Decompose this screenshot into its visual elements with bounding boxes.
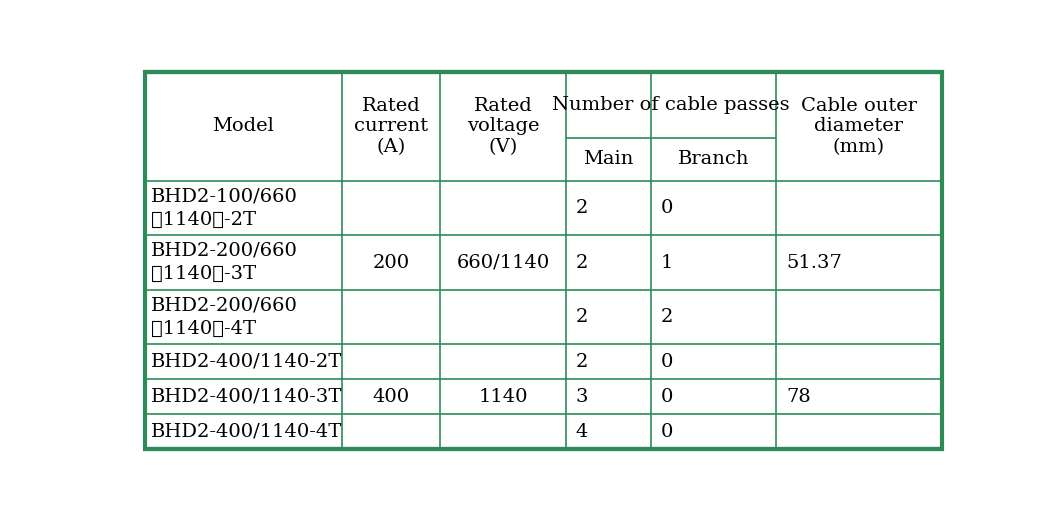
Text: BHD2-400/1140-2T: BHD2-400/1140-2T — [151, 353, 342, 371]
Text: Cable outer
diameter
(mm): Cable outer diameter (mm) — [801, 96, 917, 156]
Text: 1: 1 — [660, 253, 673, 271]
Text: 2: 2 — [660, 308, 673, 326]
Text: BHD2-400/1140-3T: BHD2-400/1140-3T — [151, 388, 342, 406]
Text: 660/1140: 660/1140 — [457, 253, 549, 271]
Text: Branch: Branch — [677, 150, 749, 168]
Text: 2: 2 — [576, 253, 588, 271]
Text: BHD2-200/660
（1140）-3T: BHD2-200/660 （1140）-3T — [151, 241, 298, 283]
Text: 400: 400 — [372, 388, 409, 406]
Text: Number of cable passes: Number of cable passes — [552, 96, 790, 114]
Text: 2: 2 — [576, 199, 588, 217]
Text: Rated
current
(A): Rated current (A) — [354, 96, 428, 156]
Text: 0: 0 — [660, 423, 673, 441]
Text: 1140: 1140 — [478, 388, 528, 406]
Text: 4: 4 — [576, 423, 588, 441]
Text: Rated
voltage
(V): Rated voltage (V) — [466, 96, 540, 156]
Text: 51.37: 51.37 — [785, 253, 842, 271]
Text: BHD2-200/660
（1140）-4T: BHD2-200/660 （1140）-4T — [151, 296, 298, 338]
Text: 200: 200 — [372, 253, 409, 271]
Text: 78: 78 — [785, 388, 811, 406]
Text: 0: 0 — [660, 388, 673, 406]
Text: BHD2-100/660
（1140）-2T: BHD2-100/660 （1140）-2T — [151, 187, 298, 229]
Text: 2: 2 — [576, 308, 588, 326]
Text: 0: 0 — [660, 353, 673, 371]
Text: Model: Model — [212, 117, 275, 135]
Text: BHD2-400/1140-4T: BHD2-400/1140-4T — [151, 423, 342, 441]
Text: 0: 0 — [660, 199, 673, 217]
Text: 2: 2 — [576, 353, 588, 371]
Text: 3: 3 — [576, 388, 588, 406]
Text: Main: Main — [583, 150, 633, 168]
